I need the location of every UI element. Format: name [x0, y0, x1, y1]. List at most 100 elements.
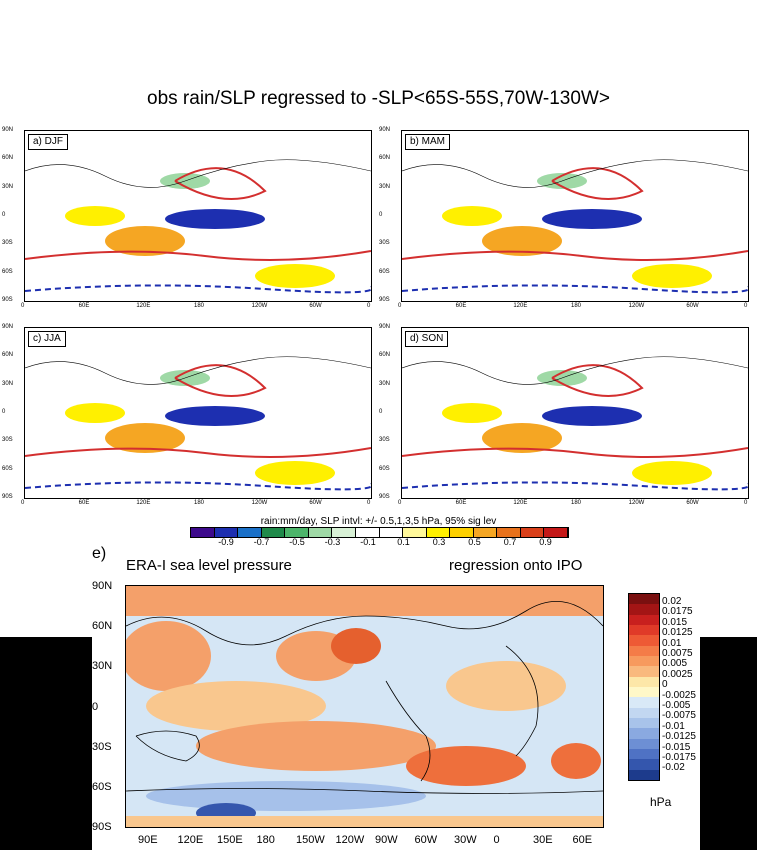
colorbar-segment — [629, 686, 659, 698]
colorbar-label: 0 — [662, 679, 668, 691]
colorbar-segment — [544, 528, 568, 537]
lat-tick-label: 60S — [379, 268, 390, 275]
lon-tick-label: 150W — [296, 834, 325, 846]
panel-label: c) JJA — [28, 331, 66, 347]
lon-tick-label: 120E — [513, 500, 528, 506]
lon-tick-label: 60W — [309, 500, 322, 506]
colorbar-label: 0.9 — [539, 537, 552, 547]
colorbar-segment — [355, 528, 380, 537]
lon-tick-label: 0 — [367, 303, 371, 309]
colorbar-label: 0.3 — [432, 537, 446, 547]
lat-tick-label: 60N — [2, 352, 14, 359]
colorbar-segment — [308, 528, 333, 537]
colorbar-segment — [214, 528, 239, 537]
colorbar-segment — [520, 528, 545, 537]
lat-tick-label: 30N — [2, 380, 14, 387]
lat-tick-label: 60S — [379, 465, 390, 472]
colorbar-segment — [285, 528, 309, 537]
colorbar-segment — [629, 748, 659, 760]
colorbar-segment — [629, 697, 659, 708]
colorbar-label: -0.9 — [218, 537, 234, 547]
lat-tick-label: 30S — [2, 437, 13, 444]
colorbar-segment — [629, 707, 659, 718]
colorbar-label: 0.7 — [503, 537, 517, 547]
colorbar-segment — [497, 528, 521, 537]
lat-tick-label: 60N — [379, 155, 391, 162]
season-panel-3: c) JJA — [24, 327, 372, 499]
lon-tick-label: 180 — [256, 834, 275, 846]
lon-tick-label: 0 — [21, 303, 25, 309]
lat-tick-label: 90S — [379, 494, 390, 500]
colorbar-label: -0.1 — [360, 537, 376, 547]
lat-tick-label: 60N — [379, 352, 391, 359]
lat-tick-label: 0 — [2, 212, 6, 218]
season-panel-1: a) DJF — [24, 130, 372, 302]
lon-tick-label: 60W — [309, 303, 322, 309]
lon-tick-label: 180 — [571, 500, 582, 506]
lon-tick-label: 120E — [136, 500, 151, 506]
lat-tick-label: 90N — [92, 580, 113, 592]
colorbar-label: -0.0025 — [662, 689, 696, 701]
lon-tick-label: 0 — [493, 834, 500, 846]
lon-tick-label: 180 — [571, 303, 582, 309]
colorbar-segment — [629, 624, 659, 636]
figure-title: obs rain/SLP regressed to -SLP<65S-55S,7… — [147, 88, 610, 109]
lat-tick-label: 90S — [379, 297, 390, 303]
colorbar-segment — [629, 738, 659, 749]
colorbar-label: -0.5 — [289, 537, 305, 547]
lon-tick-label: 120W — [251, 500, 268, 506]
lon-tick-label: 180 — [194, 500, 205, 506]
lat-tick-label: 90S — [92, 821, 112, 834]
lon-tick-label: 90E — [138, 834, 158, 846]
lon-tick-label: 120E — [513, 303, 528, 309]
lat-tick-label: 0 — [379, 212, 383, 218]
lon-tick-label: 90W — [375, 834, 398, 846]
lat-tick-label: 90N — [379, 324, 391, 330]
colorbar-label: 0.015 — [662, 616, 688, 628]
colorbar-segment — [332, 528, 356, 537]
colorbar-note: rain:mm/day, SLP intvl: +/- 0.5,1,3,5 hP… — [260, 516, 497, 527]
lon-tick-label: 120E — [136, 303, 151, 309]
lon-tick-label: 60E — [572, 834, 593, 846]
lon-tick-label: 0 — [398, 303, 402, 309]
slp-regression-map — [125, 585, 604, 828]
lon-tick-label: 60W — [686, 500, 699, 506]
colorbar-label: -0.005 — [662, 700, 691, 711]
panel-e-title-left: ERA-I sea level pressure — [126, 557, 292, 574]
lat-tick-label: 30N — [92, 660, 113, 673]
colorbar-label: -0.0125 — [662, 731, 696, 743]
panel-e-title-right: regression onto IPO — [449, 557, 583, 574]
colorbar-segment — [629, 635, 659, 646]
colorbar-segment — [426, 528, 451, 537]
slp-unit-label: hPa — [650, 795, 672, 809]
colorbar-segment — [261, 528, 286, 537]
lon-tick-label: 120E — [177, 834, 204, 846]
colorbar-segment — [629, 655, 659, 667]
lon-tick-label: 30E — [533, 834, 553, 846]
colorbar-segment — [629, 666, 659, 677]
season-panel-2: b) MAM — [401, 130, 749, 302]
colorbar-segment — [629, 759, 659, 770]
lon-tick-label: 120W — [628, 303, 645, 309]
lon-tick-label: 60E — [78, 303, 90, 309]
colorbar-segment — [629, 645, 659, 656]
season-map-svg — [25, 131, 371, 301]
panel-label: b) MAM — [405, 134, 450, 150]
colorbar-label: 0.01 — [662, 637, 682, 649]
season-panel-4: d) SON — [401, 327, 749, 499]
colorbar-label: 0.02 — [662, 596, 682, 607]
lat-tick-label: 0 — [2, 409, 6, 415]
lat-tick-label: 60N — [2, 155, 14, 162]
lon-tick-label: 0 — [21, 500, 25, 506]
colorbar-segment — [450, 528, 474, 537]
lat-tick-label: 90S — [2, 297, 13, 303]
lon-tick-label: 0 — [744, 500, 748, 506]
colorbar-segment — [629, 769, 659, 780]
slp-colorbar — [628, 593, 660, 781]
colorbar-segment — [238, 528, 262, 537]
lat-tick-label: 0 — [92, 700, 99, 713]
slp-map-svg — [126, 586, 603, 827]
panel-e-label: e) — [92, 545, 107, 562]
season-map-svg — [402, 131, 748, 301]
colorbar-label: -0.0175 — [662, 752, 696, 763]
